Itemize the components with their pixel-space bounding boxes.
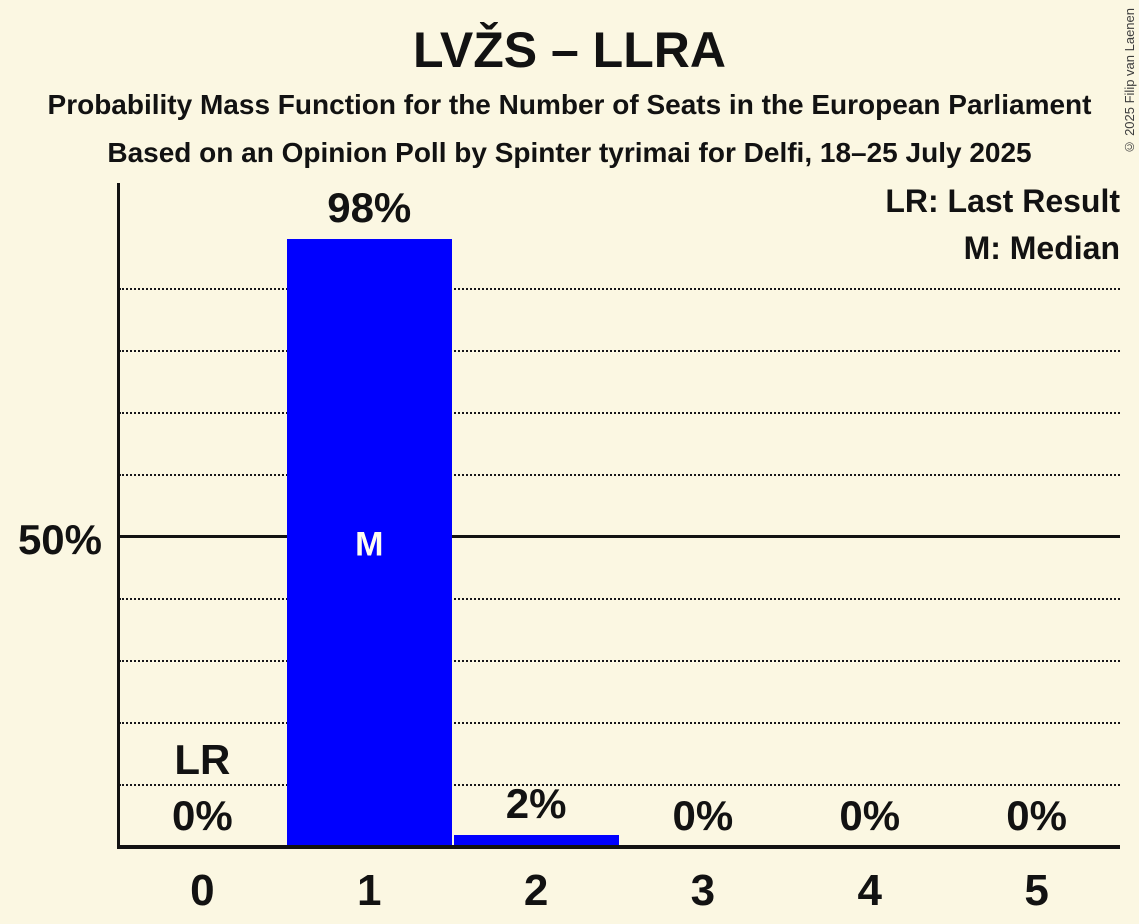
x-tick-label-0: 0 bbox=[190, 866, 215, 915]
value-label-seats-1: 98% bbox=[327, 184, 412, 232]
chart-subtitle: Probability Mass Function for the Number… bbox=[47, 89, 1092, 120]
gridline-40pct bbox=[119, 598, 1120, 600]
legend-last-result: LR: Last Result bbox=[885, 183, 1120, 219]
median-marker: M bbox=[355, 525, 384, 564]
gridline-10pct bbox=[119, 784, 1120, 786]
gridline-70pct bbox=[119, 412, 1120, 414]
x-tick-label-3: 3 bbox=[690, 866, 716, 915]
value-label-seats-4: 0% bbox=[839, 792, 901, 839]
chart-source-line: Based on an Opinion Poll by Spinter tyri… bbox=[107, 137, 1032, 168]
y-axis-tick-label: 50% bbox=[17, 516, 102, 563]
x-tick-label-1: 1 bbox=[357, 866, 382, 915]
gridline-30pct bbox=[119, 660, 1120, 662]
bar-seats-2 bbox=[453, 834, 619, 847]
last-result-marker: LR bbox=[174, 736, 231, 783]
gridline-90pct bbox=[119, 288, 1120, 290]
value-label-seats-5: 0% bbox=[1006, 792, 1067, 839]
value-label-seats-3: 0% bbox=[672, 792, 734, 839]
gridline-60pct bbox=[119, 474, 1120, 476]
gridline-80pct bbox=[119, 350, 1120, 352]
x-tick-label-2: 2 bbox=[523, 866, 549, 915]
chart-title: LVŽS – LLRA bbox=[413, 22, 726, 78]
copyright-notice: © 2025 Filip van Laenen bbox=[1122, 8, 1137, 155]
gridline-20pct bbox=[119, 722, 1120, 724]
legend-median: M: Median bbox=[963, 230, 1120, 266]
x-tick-label-4: 4 bbox=[857, 866, 882, 915]
fifty-percent-line bbox=[119, 535, 1120, 538]
x-axis-line bbox=[117, 845, 1120, 849]
value-label-seats-2: 2% bbox=[505, 779, 567, 827]
value-label-seats-0: 0% bbox=[172, 792, 233, 839]
x-tick-label-5: 5 bbox=[1024, 866, 1049, 915]
bar-seats-1 bbox=[286, 239, 452, 847]
y-axis-line bbox=[117, 183, 120, 849]
